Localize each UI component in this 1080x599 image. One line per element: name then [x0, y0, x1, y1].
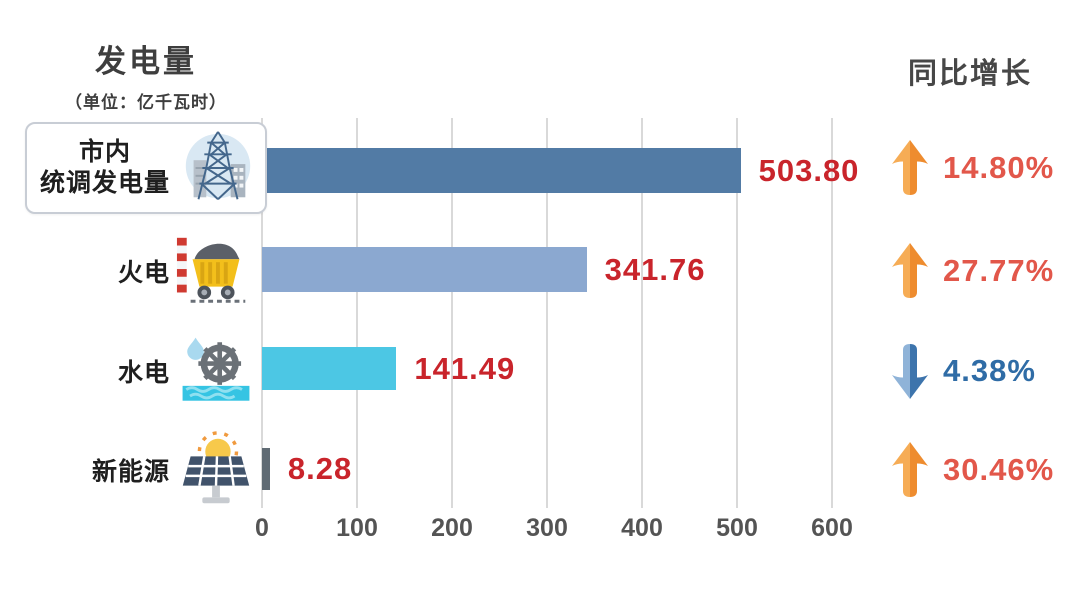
gridline: [641, 118, 643, 508]
chart-title-block: 发电量 （单位：亿千瓦时）: [28, 36, 264, 113]
growth-percentage: 14.80%: [943, 150, 1055, 185]
chart-row: 火电 341.76: [0, 232, 1080, 310]
category-label: 火电: [117, 259, 170, 287]
x-axis: 0 100 200 300 400 500 600: [0, 514, 1080, 548]
growth-arrow-icon: [890, 441, 930, 499]
axis-tick-label: 500: [716, 514, 758, 542]
chart-title: 发电量: [95, 44, 197, 79]
water-wheel-icon: [172, 332, 260, 410]
growth-arrow-icon: [890, 342, 930, 400]
axis-tick-label: 300: [526, 514, 568, 542]
gridline: [831, 118, 833, 508]
axis-tick-label: 200: [431, 514, 473, 542]
axis-tick-label: 100: [336, 514, 378, 542]
category-label: 水电: [117, 359, 170, 387]
growth-percentage: 4.38%: [943, 353, 1036, 388]
solar-panel-icon: [172, 430, 260, 510]
bar: [262, 247, 587, 292]
axis-tick-label: 0: [255, 514, 269, 542]
bar: [262, 448, 270, 490]
chart-row: 市内 统调发电量: [0, 122, 1080, 214]
category-label-box: 市内 统调发电量: [25, 122, 267, 214]
gridline: [736, 118, 738, 508]
chart-unit-subtitle: （单位：亿千瓦时）: [65, 93, 227, 112]
axis-tick-label: 400: [621, 514, 663, 542]
gridline: [356, 118, 358, 508]
coal-cart-icon: [172, 232, 260, 310]
category-label: 新能源: [91, 458, 170, 486]
gridline: [261, 118, 263, 508]
power-tower-icon: [177, 126, 261, 210]
growth-column-title: 同比增长: [908, 58, 1033, 90]
growth-arrow-icon: [890, 242, 930, 300]
growth-percentage: 30.46%: [943, 452, 1055, 487]
growth-percentage: 27.77%: [943, 253, 1055, 288]
category-label: 市内 统调发电量: [39, 137, 170, 197]
gridline: [451, 118, 453, 508]
gridline: [546, 118, 548, 508]
chart-row: 水电: [0, 332, 1080, 410]
bar: [262, 148, 741, 193]
growth-indicator: 30.46%: [890, 430, 1054, 510]
growth-indicator: 14.80%: [890, 122, 1054, 214]
growth-arrow-icon: [890, 139, 930, 197]
growth-indicator: 27.77%: [890, 232, 1054, 310]
bar-value-label: 341.76: [604, 251, 706, 287]
growth-indicator: 4.38%: [890, 332, 1036, 410]
bar-value-label: 8.28: [287, 451, 353, 486]
bar-value-label: 503.80: [758, 152, 860, 188]
bar: [262, 347, 397, 390]
chart-row: 新能源 8.28 30.46%: [0, 430, 1080, 510]
axis-tick-label: 600: [811, 514, 853, 542]
bar-value-label: 141.49: [414, 350, 516, 386]
